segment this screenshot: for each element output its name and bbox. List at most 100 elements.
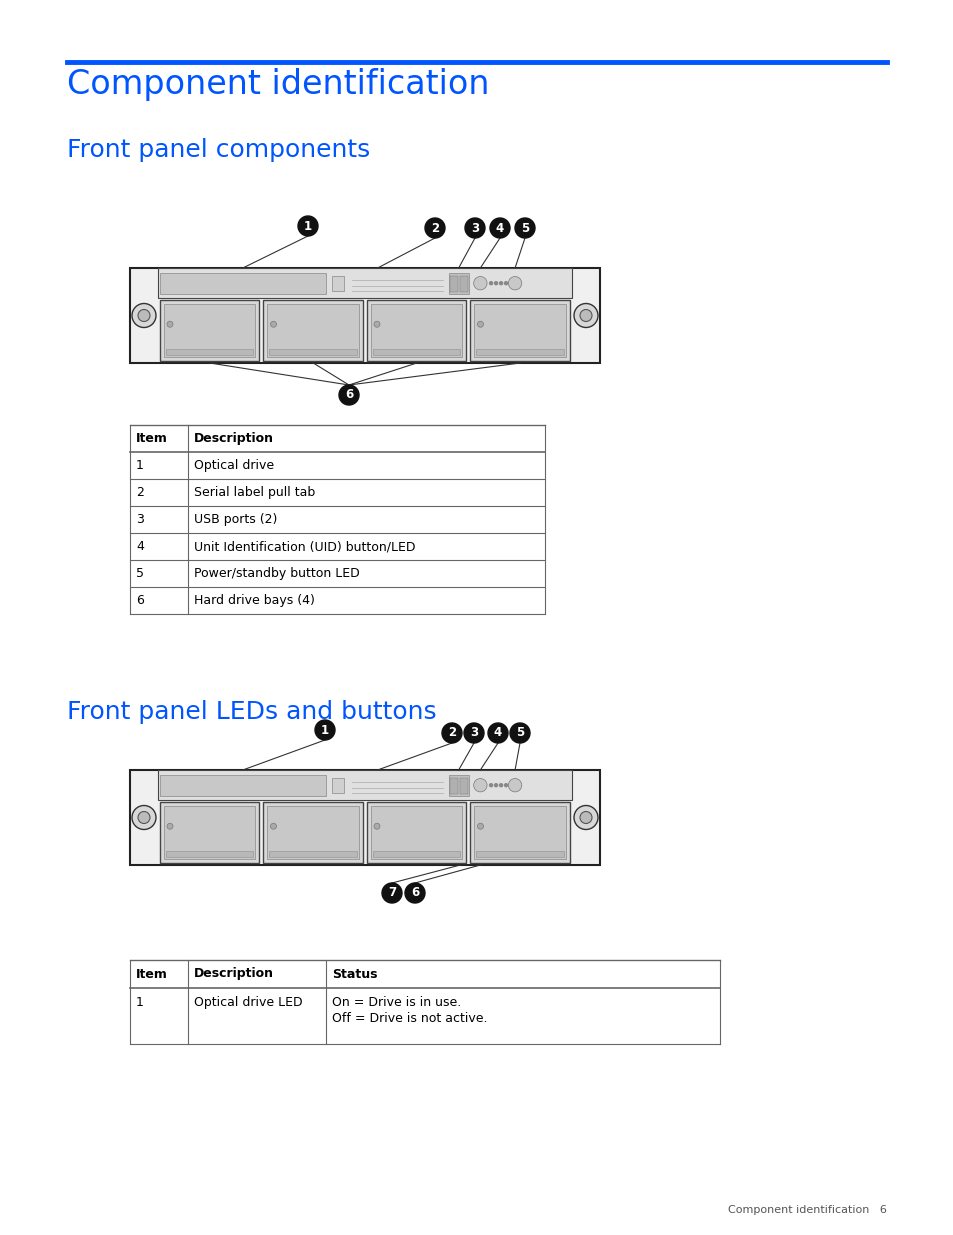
Text: 2: 2 bbox=[136, 487, 144, 499]
Circle shape bbox=[490, 219, 510, 238]
Circle shape bbox=[338, 385, 358, 405]
Bar bbox=[332, 778, 343, 793]
Text: Power/standby button LED: Power/standby button LED bbox=[193, 567, 359, 580]
Circle shape bbox=[508, 277, 521, 290]
Bar bbox=[263, 300, 363, 361]
Bar bbox=[269, 350, 356, 354]
Text: Description: Description bbox=[193, 432, 274, 445]
Circle shape bbox=[515, 219, 535, 238]
Text: 3: 3 bbox=[470, 726, 477, 740]
Text: On = Drive is in use.: On = Drive is in use. bbox=[332, 995, 460, 1009]
Circle shape bbox=[474, 778, 487, 792]
Circle shape bbox=[579, 310, 592, 321]
Text: Front panel LEDs and buttons: Front panel LEDs and buttons bbox=[67, 700, 436, 724]
Bar bbox=[164, 806, 255, 860]
Bar bbox=[476, 350, 563, 354]
Circle shape bbox=[314, 720, 335, 740]
Bar bbox=[448, 774, 468, 795]
Bar bbox=[476, 851, 563, 857]
Text: 5: 5 bbox=[136, 567, 144, 580]
Circle shape bbox=[477, 824, 483, 829]
Bar bbox=[130, 268, 599, 363]
Circle shape bbox=[477, 321, 483, 327]
Circle shape bbox=[463, 722, 483, 743]
Circle shape bbox=[271, 321, 276, 327]
Bar bbox=[160, 300, 259, 361]
Bar bbox=[474, 304, 565, 357]
Circle shape bbox=[441, 722, 461, 743]
Text: 3: 3 bbox=[471, 221, 478, 235]
Circle shape bbox=[381, 883, 401, 903]
Circle shape bbox=[574, 805, 598, 830]
Text: Item: Item bbox=[136, 967, 168, 981]
Circle shape bbox=[579, 811, 592, 824]
Text: Off = Drive is not active.: Off = Drive is not active. bbox=[332, 1011, 487, 1025]
Circle shape bbox=[271, 824, 276, 829]
Text: 2: 2 bbox=[448, 726, 456, 740]
Circle shape bbox=[405, 883, 424, 903]
Circle shape bbox=[374, 824, 379, 829]
Bar bbox=[332, 275, 343, 290]
Bar bbox=[474, 806, 565, 860]
Text: Front panel components: Front panel components bbox=[67, 138, 370, 162]
Text: 1: 1 bbox=[136, 459, 144, 472]
Text: 7: 7 bbox=[388, 887, 395, 899]
Text: 5: 5 bbox=[516, 726, 523, 740]
Text: Serial label pull tab: Serial label pull tab bbox=[193, 487, 314, 499]
Circle shape bbox=[494, 282, 497, 285]
Text: Item: Item bbox=[136, 432, 168, 445]
Text: 6: 6 bbox=[345, 389, 353, 401]
Bar bbox=[367, 803, 466, 863]
Bar bbox=[164, 304, 255, 357]
Bar bbox=[470, 300, 569, 361]
Circle shape bbox=[499, 282, 502, 285]
Circle shape bbox=[489, 784, 492, 787]
Bar bbox=[459, 778, 467, 794]
Text: 1: 1 bbox=[320, 724, 329, 736]
Bar bbox=[269, 851, 356, 857]
Bar bbox=[158, 769, 572, 800]
Bar bbox=[449, 778, 457, 794]
Circle shape bbox=[504, 784, 507, 787]
Bar bbox=[130, 769, 599, 864]
Text: Component identification   6: Component identification 6 bbox=[727, 1205, 886, 1215]
Circle shape bbox=[499, 784, 502, 787]
Bar bbox=[373, 851, 460, 857]
Bar bbox=[448, 273, 468, 294]
Bar bbox=[373, 350, 460, 354]
Circle shape bbox=[508, 778, 521, 792]
Bar bbox=[449, 275, 457, 293]
Circle shape bbox=[374, 321, 379, 327]
Bar bbox=[470, 803, 569, 863]
Text: USB ports (2): USB ports (2) bbox=[193, 513, 277, 526]
Bar bbox=[371, 304, 462, 357]
Circle shape bbox=[488, 722, 507, 743]
Circle shape bbox=[424, 219, 444, 238]
Text: 6: 6 bbox=[411, 887, 418, 899]
Circle shape bbox=[167, 824, 172, 829]
Text: 6: 6 bbox=[136, 594, 144, 606]
Circle shape bbox=[132, 805, 156, 830]
Bar bbox=[158, 268, 572, 299]
Text: Optical drive LED: Optical drive LED bbox=[193, 995, 302, 1009]
Bar bbox=[459, 275, 467, 293]
Bar bbox=[166, 851, 253, 857]
Text: 3: 3 bbox=[136, 513, 144, 526]
Text: Description: Description bbox=[193, 967, 274, 981]
Circle shape bbox=[510, 722, 530, 743]
Bar bbox=[371, 806, 462, 860]
Text: 4: 4 bbox=[494, 726, 501, 740]
Text: Status: Status bbox=[332, 967, 377, 981]
Text: Optical drive: Optical drive bbox=[193, 459, 274, 472]
Circle shape bbox=[132, 304, 156, 327]
Bar bbox=[160, 803, 259, 863]
Circle shape bbox=[574, 304, 598, 327]
Text: 4: 4 bbox=[496, 221, 503, 235]
Text: Component identification: Component identification bbox=[67, 68, 489, 101]
Bar bbox=[166, 350, 253, 354]
Circle shape bbox=[504, 282, 507, 285]
Bar bbox=[160, 273, 325, 294]
Circle shape bbox=[167, 321, 172, 327]
Text: 1: 1 bbox=[304, 220, 312, 232]
Bar bbox=[263, 803, 363, 863]
